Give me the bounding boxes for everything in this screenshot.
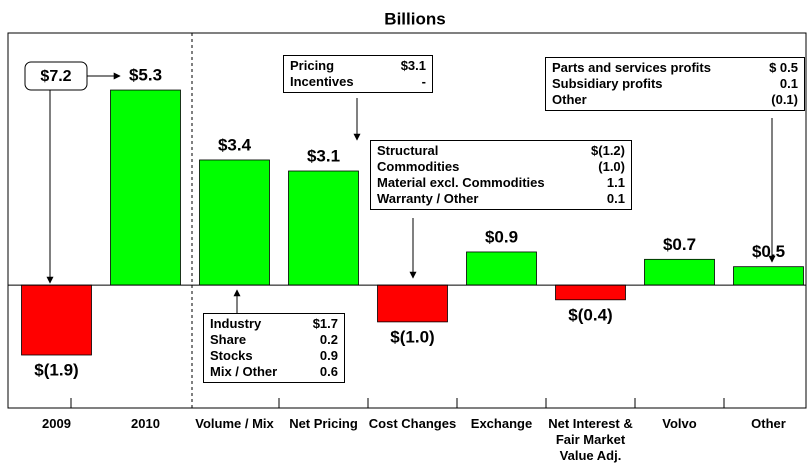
x-tick-label: Cost Changes — [368, 416, 457, 431]
annotation-label: Material excl. Commodities — [377, 175, 545, 190]
value-label: $0.7 — [663, 235, 696, 254]
bar — [377, 284, 448, 323]
annotation-box: Structural $(1.2) Commodities (1.0) Material… — [370, 140, 632, 210]
callout-text: $7.2 — [40, 68, 71, 85]
value-label: $0.9 — [485, 227, 518, 246]
bar — [733, 266, 804, 286]
annotation-row: Industry $1.7 — [210, 316, 338, 332]
value-label: $5.3 — [129, 66, 162, 85]
annotation-label: Structural — [377, 143, 439, 158]
annotation-value: 0.2 — [319, 332, 338, 347]
annotation-value: 0.9 — [319, 348, 338, 363]
annotation-box: Pricing $3.1 Incentives - — [283, 55, 433, 93]
annotation-label: Subsidiary profits — [552, 76, 663, 91]
x-tick-label: 2009 — [42, 416, 71, 431]
annotation-label: Industry — [210, 316, 262, 331]
annotation-row: Structural $(1.2) — [377, 143, 625, 159]
value-label: $(0.4) — [568, 305, 612, 324]
annotation-value: 1.1 — [606, 175, 625, 190]
plot-frame — [7, 32, 807, 409]
annotation-label: Incentives — [290, 74, 354, 89]
x-tick-label: Exchange — [470, 416, 533, 431]
annotation-row: Warranty / Other 0.1 — [377, 191, 625, 207]
value-label: $(1.0) — [390, 327, 434, 346]
annotation-value: (1.0) — [598, 159, 625, 174]
annotation-label: Warranty / Other — [377, 191, 479, 206]
annotation-value: 0.1 — [779, 76, 798, 91]
x-tick-label: Other — [751, 416, 786, 431]
chart-title: Billions — [384, 9, 445, 28]
annotation-box: Industry $1.7 Share 0.2 Stocks 0.9 Mix / Other… — [203, 313, 345, 383]
x-tick-label: Volvo — [662, 416, 697, 431]
annotation-row: Mix / Other 0.6 — [210, 364, 338, 380]
annotation-box: Parts and services profits $ 0.5 Subsidiar… — [545, 57, 805, 111]
bar — [110, 89, 181, 286]
annotation-label: Parts and services profits — [552, 60, 711, 75]
bar — [288, 170, 359, 286]
annotation-row: Subsidiary profits 0.1 — [552, 76, 798, 92]
annotation-value: $1.7 — [312, 316, 338, 331]
annotation-label: Mix / Other — [210, 364, 278, 379]
x-tick-label: 2010 — [131, 416, 160, 431]
annotation-row: Incentives - — [290, 74, 426, 90]
annotation-label: Stocks — [210, 348, 253, 363]
annotation-value: 0.1 — [606, 191, 625, 206]
annotation-row: Share 0.2 — [210, 332, 338, 348]
bar — [199, 159, 270, 286]
annotation-label: Commodities — [377, 159, 460, 174]
bar — [466, 251, 537, 286]
value-label: $3.1 — [307, 146, 340, 165]
annotation-row: Pricing $3.1 — [290, 58, 426, 74]
annotation-value: $ 0.5 — [769, 60, 798, 75]
annotation-row: Stocks 0.9 — [210, 348, 338, 364]
annotation-label: Share — [210, 332, 247, 347]
annotation-label: Other — [552, 92, 587, 107]
x-tick-label: Net Interest & Fair Market Value Adj. — [548, 416, 633, 463]
annotation-value: (0.1) — [771, 92, 798, 107]
x-tick-label: Net Pricing — [289, 416, 358, 431]
annotation-row: Material excl. Commodities 1.1 — [377, 175, 625, 191]
annotation-value: 0.6 — [319, 364, 338, 379]
annotation-label: Pricing — [290, 58, 335, 73]
x-tick-label: Volume / Mix — [195, 416, 274, 431]
bar — [21, 284, 92, 356]
annotation-value: $3.1 — [400, 58, 426, 73]
annotation-row: Other (0.1) — [552, 92, 798, 108]
bar — [555, 284, 626, 301]
annotation-value: $(1.2) — [591, 143, 625, 158]
value-label: $3.4 — [218, 135, 252, 154]
annotation-value: - — [421, 74, 426, 89]
value-label: $(1.9) — [34, 360, 78, 379]
annotation-row: Commodities (1.0) — [377, 159, 625, 175]
bar — [644, 258, 715, 286]
value-label: $0.5 — [752, 242, 785, 261]
annotation-row: Parts and services profits $ 0.5 — [552, 60, 798, 76]
